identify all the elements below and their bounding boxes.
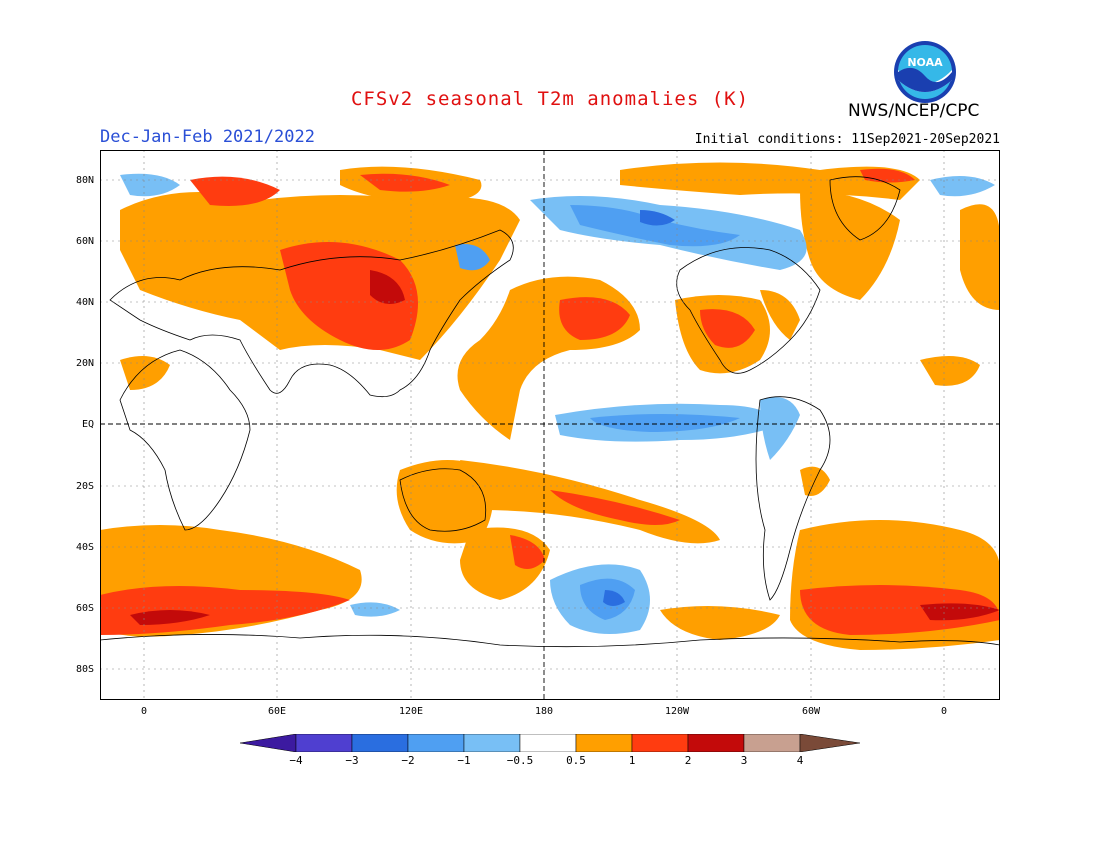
warm-anomaly-regions	[100, 162, 1000, 650]
colorbar-cell	[519, 734, 577, 752]
lat-label: EQ	[81, 419, 94, 430]
colorbar-cell	[687, 734, 745, 752]
lat-label: 40S	[75, 542, 94, 553]
colorbar-label: −1	[457, 754, 471, 767]
colorbar-label: −0.5	[506, 754, 534, 767]
equator-dateline	[100, 150, 1000, 700]
lat-label: 60N	[75, 236, 94, 247]
lat-label: 80S	[75, 664, 94, 675]
lon-label: 180	[534, 706, 554, 717]
continent-outlines	[100, 176, 1000, 648]
lon-label: 0	[940, 706, 948, 717]
colorbar	[240, 734, 860, 752]
colorbar-cell	[463, 734, 521, 752]
colorbar-cell	[575, 734, 633, 752]
colorbar-label: 3	[740, 754, 748, 767]
lon-label: 60W	[801, 706, 821, 717]
colorbar-label: −3	[345, 754, 359, 767]
lon-label: 0	[140, 706, 148, 717]
agency-label: NWS/NCEP/CPC	[848, 101, 980, 121]
noaa-logo-icon: NOAA	[894, 41, 956, 103]
colorbar-label: 1	[628, 754, 636, 767]
lat-label: 80N	[75, 175, 94, 186]
colorbar-label: −2	[401, 754, 415, 767]
colorbar-label: −4	[289, 754, 303, 767]
logo-text: NOAA	[907, 56, 943, 69]
lat-label: 20N	[75, 358, 94, 369]
lon-label: 60E	[267, 706, 287, 717]
colorbar-cell	[240, 734, 297, 752]
graticule	[100, 150, 1000, 700]
colorbar-cell	[799, 734, 860, 752]
colorbar-cell	[631, 734, 689, 752]
colorbar-label: 0.5	[566, 754, 586, 767]
lon-label: 120E	[398, 706, 424, 717]
colorbar-cell	[295, 734, 353, 752]
lat-label: 20S	[75, 481, 94, 492]
initial-conditions-label: Initial conditions: 11Sep2021-20Sep2021	[694, 132, 1000, 147]
colorbar-cell	[407, 734, 465, 752]
period-label: Dec-Jan-Feb 2021/2022	[100, 127, 315, 147]
lat-label: 60S	[75, 603, 94, 614]
colorbar-cell	[351, 734, 409, 752]
chart-title: CFSv2 seasonal T2m anomalies (K)	[350, 88, 750, 110]
lat-label: 40N	[75, 297, 94, 308]
anomaly-map	[100, 150, 1000, 700]
colorbar-label: 2	[684, 754, 692, 767]
lon-label: 120W	[664, 706, 690, 717]
colorbar-label: 4	[796, 754, 804, 767]
colorbar-cell	[743, 734, 801, 752]
cool-anomaly-regions	[120, 173, 995, 634]
